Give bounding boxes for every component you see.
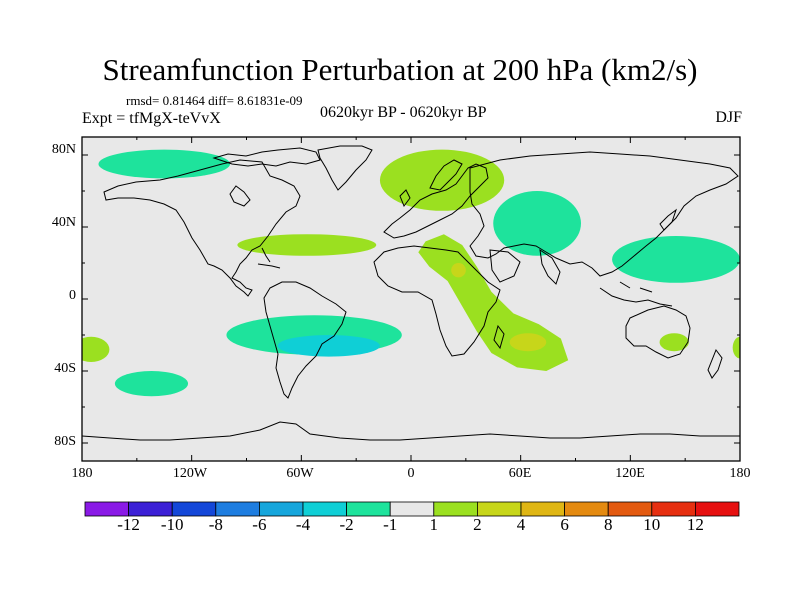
colorbar-swatch — [695, 501, 740, 517]
colorbar-label: -12 — [117, 515, 140, 534]
x-label-60w: 60W — [286, 466, 314, 481]
chart-title: Streamfunction Perturbation at 200 hPa (… — [102, 52, 698, 87]
coastlines — [82, 145, 740, 441]
x-label-60e: 60E — [508, 466, 532, 481]
colorbar-swatch — [258, 501, 304, 517]
y-label-40n: 40N — [51, 215, 76, 230]
colorbar-label: 10 — [643, 515, 661, 534]
anomaly-east-pacific-west-edge — [82, 336, 110, 362]
x-label-180w: 180 — [71, 466, 93, 481]
coast-indonesia — [599, 281, 673, 307]
colorbar-label: -4 — [295, 515, 311, 534]
x-label-180e: 180 — [729, 466, 751, 481]
coast-greenland — [317, 145, 373, 191]
season-label: DJF — [715, 109, 742, 126]
anomaly-north-pacific-arctic — [98, 149, 231, 179]
coast-antarctica — [82, 421, 740, 441]
colorbar-swatch — [302, 501, 347, 517]
colorbar-label: 1 — [429, 515, 439, 534]
coast-hudson-bay — [229, 185, 251, 207]
colorbar — [84, 501, 740, 517]
coast-europe — [383, 163, 489, 239]
colorbar-swatch — [520, 501, 565, 517]
coast-south-america — [263, 281, 347, 399]
anomaly-north-atlantic-subtropical — [237, 234, 377, 256]
coast-north-america — [103, 159, 301, 297]
coast-arabia — [489, 249, 521, 283]
colorbar-label: -1 — [383, 515, 398, 534]
colorbar-label: -6 — [252, 515, 267, 534]
coast-new-zealand — [707, 348, 723, 379]
coast-arctic-islands — [212, 147, 321, 167]
coast-japan — [659, 208, 677, 231]
anomaly-australia-east — [659, 333, 689, 352]
colorbar-label: 12 — [686, 515, 704, 534]
colorbar-swatch — [607, 501, 653, 517]
colorbar-label: 6 — [560, 515, 569, 534]
colorbar-swatch — [389, 501, 435, 517]
x-label-0: 0 — [407, 466, 415, 481]
colorbar-swatch — [128, 501, 173, 517]
anomaly-core-1 — [451, 263, 466, 278]
anomaly-east-edge — [732, 336, 740, 359]
stats-text: rmsd= 0.81464 diff= 8.61831e-09 — [126, 93, 303, 108]
colorbar-swatch — [433, 501, 478, 517]
anomaly-west-pacific — [612, 236, 740, 283]
coast-madagascar — [493, 324, 505, 350]
colorbar-swatch — [651, 501, 696, 517]
coast-scandinavia — [429, 159, 463, 191]
colorbar-label: 2 — [473, 515, 482, 534]
colorbar-swatch — [564, 501, 609, 517]
y-label-0: 0 — [69, 288, 76, 303]
colorbar-swatch — [476, 501, 522, 517]
x-label-120w: 120W — [172, 466, 208, 481]
y-label-40s: 40S — [54, 361, 76, 376]
y-label-80s: 80S — [54, 434, 76, 449]
colorbar-swatch — [215, 501, 260, 517]
colorbar-label: -2 — [339, 515, 354, 534]
coast-india — [539, 248, 561, 285]
x-label-120e: 120E — [615, 466, 645, 481]
coast-africa — [373, 245, 501, 357]
coast-australia — [625, 305, 691, 359]
coast-asia — [469, 151, 739, 277]
colorbar-label: 8 — [603, 515, 613, 534]
y-label-80n: 80N — [51, 142, 76, 157]
colorbar-swatch — [346, 501, 391, 517]
coast-uk — [399, 189, 411, 208]
coast-florida-cuba — [257, 247, 281, 269]
anomaly-south-pacific — [114, 371, 189, 397]
colorbar-label: -10 — [160, 515, 184, 534]
colorbar-label: -8 — [208, 515, 223, 534]
colorbar-label: 4 — [516, 515, 526, 534]
period-label: 0620kyr BP - 0620kyr BP — [320, 104, 487, 121]
anomaly-central-asia — [493, 191, 581, 256]
experiment-label: Expt = tfMgX-teVvX — [82, 110, 221, 127]
colorbar-swatch — [171, 501, 217, 517]
axis-ticks — [81, 137, 741, 461]
anomaly-south-atlantic-core — [277, 335, 380, 357]
anomaly-core-2 — [509, 333, 547, 352]
colorbar-swatch — [84, 501, 129, 517]
